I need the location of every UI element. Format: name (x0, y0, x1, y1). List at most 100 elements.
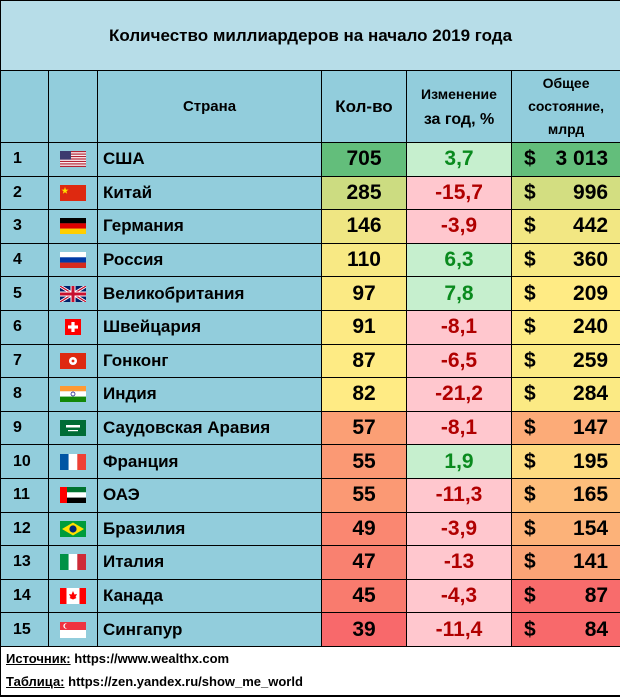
count-cell: 110 (321, 242, 407, 278)
country-cell: Италия (97, 545, 322, 580)
header-wealth: Общее состояние, млрд (510, 70, 620, 143)
rank-cell: 11 (0, 477, 49, 513)
flag-cell (48, 175, 98, 211)
table-row: 10 Франция 55 1,9 $195 (0, 444, 620, 479)
wealth-value: 240 (573, 315, 609, 339)
country-cell: Франция (97, 444, 322, 479)
table-row: 12 Бразилия 49 -3,9 $154 (0, 511, 620, 547)
count-cell: 57 (321, 410, 407, 446)
count-cell: 45 (321, 578, 407, 614)
flag-cell (48, 377, 98, 412)
table-row: 4 Россия 110 6,3 $360 (0, 242, 620, 278)
wealth-cell: $141 (510, 545, 620, 580)
wealth-cell: $87 (510, 578, 620, 614)
header-wealth-line2: состояние, (528, 98, 604, 114)
wealth-cell: $284 (510, 377, 620, 412)
country-cell: Швейцария (97, 309, 322, 345)
flag-cell (48, 477, 98, 513)
wealth-value: 87 (584, 584, 609, 608)
currency-symbol: $ (524, 416, 536, 440)
change-cell: -13 (406, 545, 512, 580)
wealth-cell: $154 (510, 511, 620, 547)
change-cell: -15,7 (406, 175, 512, 211)
india-flag-icon (50, 386, 97, 403)
rank-cell: 6 (0, 309, 49, 345)
footer-source-value: https://www.wealthx.com (74, 650, 230, 666)
table-body: 1 США 705 3,7 $3 013 2 Китай 285 -15,7 $996 3 Герма… (0, 142, 620, 647)
country-cell: Россия (97, 242, 322, 278)
header-change-line2: за год, % (423, 110, 495, 128)
table-row: 3 Германия 146 -3,9 $442 (0, 209, 620, 244)
country-cell: Гонконг (97, 343, 322, 379)
germany-flag-icon (50, 218, 97, 235)
flag-cell (48, 142, 98, 177)
table-row: 5 Великобритания 97 7,8 $209 (0, 276, 620, 311)
italy-flag-icon (50, 554, 97, 571)
hongkong-flag-icon (50, 352, 97, 369)
rank-cell: 2 (0, 175, 49, 211)
china-flag-icon (50, 184, 97, 201)
switzerland-flag-icon (50, 319, 97, 336)
change-cell: -11,4 (406, 612, 512, 647)
saudi-arabia-flag-icon (50, 420, 97, 437)
header-country: Страна (97, 70, 322, 143)
currency-symbol: $ (524, 382, 536, 406)
wealth-value: 259 (573, 348, 609, 372)
change-cell: 3,7 (406, 142, 512, 177)
currency-symbol: $ (524, 315, 536, 339)
country-cell: Китай (97, 175, 322, 211)
change-cell: -3,9 (406, 209, 512, 244)
flag-cell (48, 242, 98, 278)
table-row: 6 Швейцария 91 -8,1 $240 (0, 309, 620, 345)
country-cell: Канада (97, 578, 322, 614)
count-cell: 49 (321, 511, 407, 547)
count-cell: 47 (321, 545, 407, 580)
wealth-cell: $195 (510, 444, 620, 479)
header-flag (48, 70, 98, 143)
table-row: 1 США 705 3,7 $3 013 (0, 142, 620, 177)
footer: Источник: https://www.wealthx.com Таблиц… (0, 645, 620, 696)
change-cell: 1,9 (406, 444, 512, 479)
rank-cell: 14 (0, 578, 49, 614)
flag-cell (48, 545, 98, 580)
currency-symbol: $ (524, 281, 536, 305)
wealth-cell: $209 (510, 276, 620, 311)
footer-table: Таблица: https://zen.yandex.ru/show_me_w… (6, 671, 620, 693)
wealth-value: 284 (573, 382, 609, 406)
table-row: 13 Италия 47 -13 $141 (0, 545, 620, 580)
canada-flag-icon (50, 588, 97, 605)
wealth-cell: $147 (510, 410, 620, 446)
usa-flag-icon (50, 151, 97, 168)
count-cell: 91 (321, 309, 407, 345)
currency-symbol: $ (524, 180, 536, 204)
header-change-line1: Изменение (421, 85, 497, 102)
wealth-value: 195 (573, 449, 609, 473)
table-row: 14 Канада 45 -4,3 $87 (0, 578, 620, 614)
rank-cell: 10 (0, 444, 49, 479)
wealth-value: 996 (573, 180, 609, 204)
currency-symbol: $ (524, 147, 536, 171)
currency-symbol: $ (524, 617, 536, 641)
wealth-value: 147 (573, 416, 609, 440)
change-cell: -8,1 (406, 410, 512, 446)
flag-cell (48, 309, 98, 345)
wealth-cell: $240 (510, 309, 620, 345)
flag-cell (48, 511, 98, 547)
table-row: 11 ОАЭ 55 -11,3 $165 (0, 477, 620, 513)
brazil-flag-icon (50, 520, 97, 537)
count-cell: 285 (321, 175, 407, 211)
uk-flag-icon (50, 285, 97, 302)
footer-table-value: https://zen.yandex.ru/show_me_world (68, 673, 303, 689)
currency-symbol: $ (524, 516, 536, 540)
rank-cell: 12 (0, 511, 49, 547)
country-cell: Саудовская Аравия (97, 410, 322, 446)
change-cell: 7,8 (406, 276, 512, 311)
currency-symbol: $ (524, 348, 536, 372)
header-count: Кол-во (321, 70, 407, 143)
country-cell: Бразилия (97, 511, 322, 547)
flag-cell (48, 343, 98, 379)
footer-source: Источник: https://www.wealthx.com (6, 648, 620, 670)
singapore-flag-icon (50, 621, 97, 638)
rank-cell: 5 (0, 276, 49, 311)
